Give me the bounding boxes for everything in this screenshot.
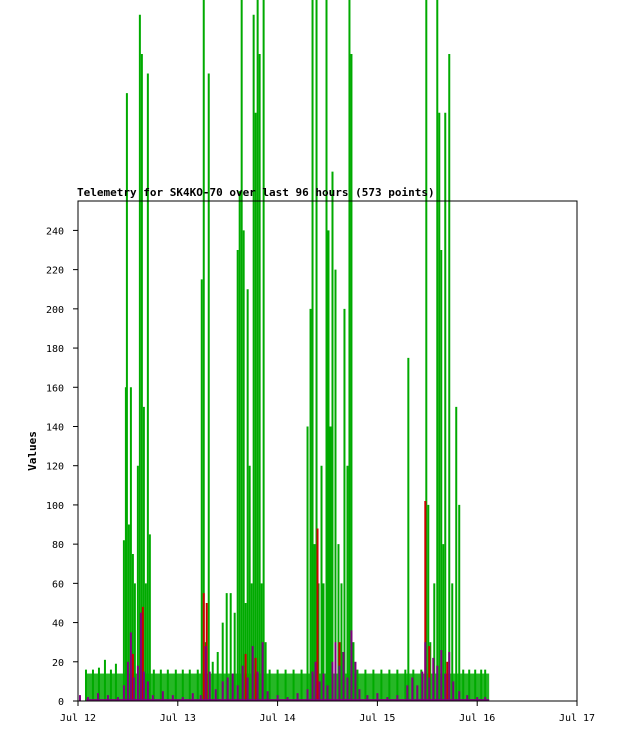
chart-axes: 0 20 40 60 80 100 120 140 160 180 200 220 240 Jul 12 J… (46, 226, 595, 724)
x-tick-label: Jul 15 (359, 713, 395, 724)
x-tick-label: Jul 17 (559, 713, 595, 724)
y-tick-label: 20 (52, 658, 64, 669)
chart-marks (78, 0, 490, 701)
y-axis-label: Values (26, 431, 39, 471)
y-tick-label: 40 (52, 619, 64, 630)
y-tick-label: 120 (46, 462, 64, 473)
y-tick-label: 140 (46, 422, 64, 433)
y-tick-label: 180 (46, 344, 64, 355)
y-tick-label: 240 (46, 226, 64, 237)
plot-frame (77, 200, 578, 702)
y-tick-label: 0 (58, 697, 64, 708)
y-tick-label: 80 (52, 540, 64, 551)
y-tick-label: 160 (46, 383, 64, 394)
y-tick-label: 200 (46, 305, 64, 316)
x-tick-label: Jul 13 (160, 713, 196, 724)
x-tick-label: Jul 12 (60, 713, 96, 724)
y-tick-label: 100 (46, 501, 64, 512)
y-tick-label: 60 (52, 579, 64, 590)
x-tick-label: Jul 14 (260, 713, 296, 724)
y-tick-label: 220 (46, 266, 64, 277)
chart-title: Telemetry for SK4KO-70 over last 96 hour… (77, 186, 435, 199)
x-tick-label: Jul 16 (459, 713, 495, 724)
